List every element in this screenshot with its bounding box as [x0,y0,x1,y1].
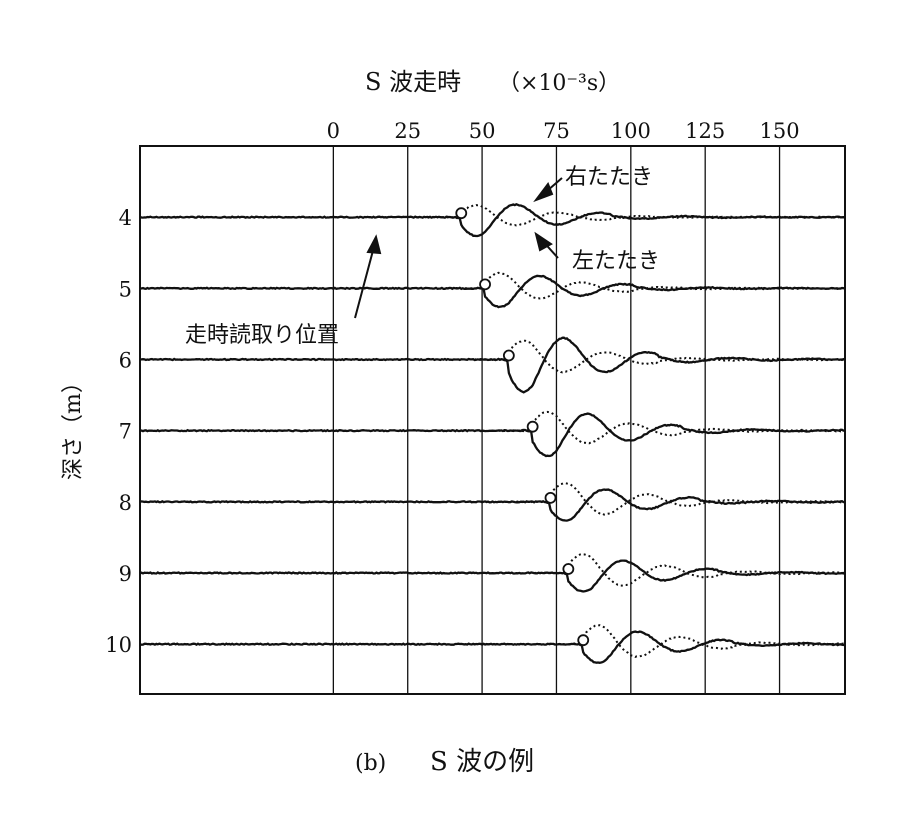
dotted-trace-depth-8 [516,482,845,516]
arrow-pick-head [366,234,382,255]
solid-trace-depth-8 [139,488,846,522]
plot-frame [139,145,846,695]
y-tick-label: 9 [119,562,132,586]
y-axis-label: 深さ（m） [61,371,86,480]
x-tick-label: 150 [760,119,800,143]
arrow-right-strike-head [533,181,554,203]
pick-marker-depth-8 [544,491,557,504]
dotted-trace-depth-5 [450,271,846,300]
caption-letter: (b) [355,751,386,776]
time-unit-label: （×10⁻³s） [498,71,620,96]
travel-time-pick-markers [455,207,590,647]
x-tick-label: 125 [685,119,725,143]
y-tick-label: 8 [119,491,132,515]
annotation-right-strike: 右たたき [565,165,653,190]
y-tick-label: 7 [119,420,132,444]
arrow-left-strike-head [534,231,553,252]
pick-marker-depth-9 [562,563,575,575]
solid-trace-depth-10 [139,630,846,664]
pick-marker-depth-10 [577,634,590,647]
solid-trace-depth-9 [139,559,846,593]
y-tick-label: 5 [119,277,132,301]
annotation-left-strike: 左たたき [572,249,660,274]
x-tick-label: 50 [469,119,496,143]
x-tick-label: 100 [611,119,651,143]
pick-marker-depth-4 [455,207,468,220]
dotted-trace-depth-10 [548,624,845,659]
caption-text: S 波の例 [430,747,534,777]
pick-marker-depth-5 [479,278,491,291]
x-tick-labels: 0 25 50 75 100 125 150 [327,119,800,143]
dotted-trace-depth-7 [497,410,846,445]
chart-title: S 波走時 [365,68,461,96]
vertical-gridlines [332,146,781,694]
solid-trace-depth-7 [139,412,846,458]
y-tick-labels: 4 5 6 7 8 9 10 [105,206,132,657]
x-tick-label: 25 [394,119,421,143]
y-tick-label: 4 [119,206,132,230]
y-tick-label: 6 [119,349,132,373]
solid-trace-depth-4 [139,203,846,238]
pick-marker-depth-6 [502,349,515,362]
dotted-trace-depth-9 [534,552,846,587]
trace-series [139,203,846,664]
annotation-pick-position: 走時読取り位置 [185,323,339,348]
x-tick-label: 75 [543,119,570,143]
annotation-arrows [354,177,563,319]
x-tick-label: 0 [327,119,340,143]
y-tick-label: 10 [105,633,132,657]
dotted-trace-depth-4 [427,204,846,227]
solid-trace-depth-6 [139,336,846,394]
pick-marker-depth-7 [526,420,539,433]
solid-trace-depth-5 [139,274,846,309]
arrow-pick [354,242,376,319]
dotted-trace-depth-6 [474,339,846,374]
